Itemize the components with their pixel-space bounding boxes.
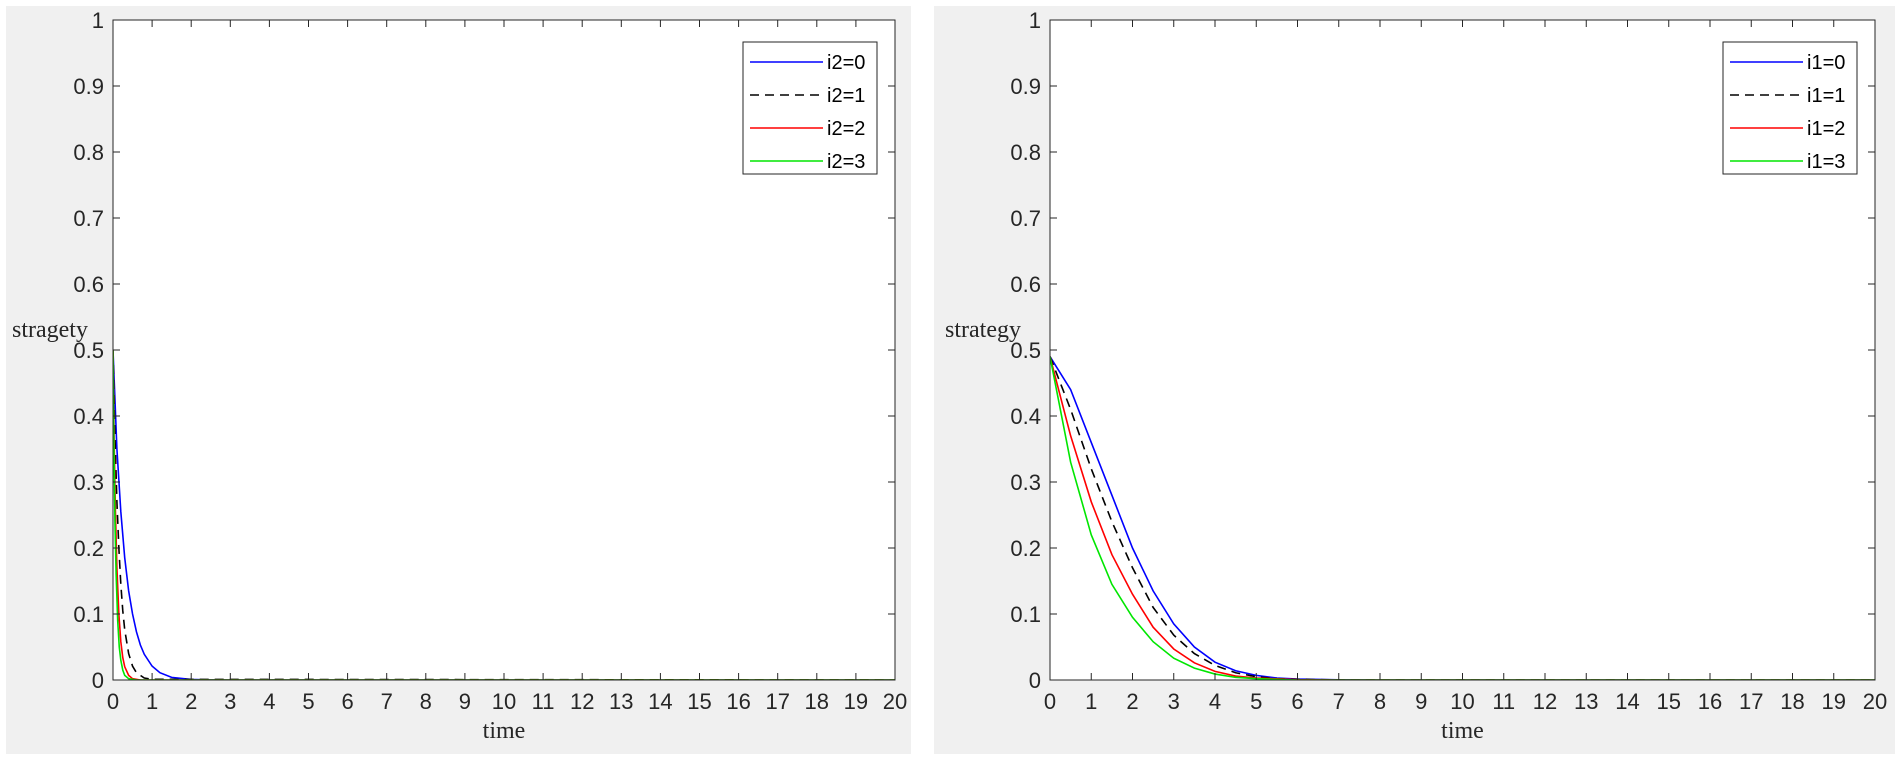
chart-panel-right: 0 1 2 3 4 5 6 7 8 9 10 11 12 13 14 15 16 17 18 19 20 0 0.1 0.2 0… [934,6,1895,754]
y-tick-label: 0.2 [73,536,104,561]
x-tick-label: 10 [1450,689,1474,714]
y-tick-label: 0.7 [73,206,104,231]
y-axis-label: stragety [12,317,88,343]
x-tick-label: 5 [1250,689,1262,714]
x-tick-label: 0 [1044,689,1056,714]
x-tick-label: 4 [1209,689,1221,714]
x-tick-label: 6 [1291,689,1303,714]
x-tick-label: 8 [420,689,432,714]
y-tick-label: 0.3 [73,470,104,495]
x-tick-label: 14 [1615,689,1639,714]
y-tick-label: 1 [92,8,104,33]
y-tick-label: 0 [1029,668,1041,693]
y-tick-label: 0.9 [1010,74,1041,99]
x-tick-label: 13 [1574,689,1598,714]
legend-label: i1=2 [1807,118,1845,140]
y-tick-label: 1 [1029,8,1041,33]
legend-label: i2=1 [827,85,865,107]
y-tick-label: 0.5 [73,338,104,363]
x-tick-label: 4 [263,689,275,714]
x-tick-label: 20 [1863,689,1887,714]
y-tick-label: 0.3 [1010,470,1041,495]
legend-label: i1=0 [1807,52,1845,74]
series-line-i1=1 [1050,356,1875,680]
series-line-i2=3 [113,349,895,680]
y-tick-label: 0.8 [73,140,104,165]
x-tick-label: 18 [805,689,829,714]
x-tick-label: 18 [1780,689,1804,714]
x-tick-label: 9 [1415,689,1427,714]
x-tick-label: 19 [1822,689,1846,714]
x-tick-label: 1 [146,689,158,714]
x-tick-label: 12 [570,689,594,714]
legend-box [1722,41,1858,175]
x-tick-label: 1 [1085,689,1097,714]
y-tick-label: 0 [92,668,104,693]
x-tick-label: 7 [1333,689,1345,714]
x-axis-label: time [483,718,526,744]
x-tick-label: 15 [687,689,711,714]
y-tick-label: 0.2 [1010,536,1041,561]
chart-panel-left: 0 1 2 3 4 5 6 7 8 9 10 11 12 13 14 15 16 17 18 19 20 0 0.1 0.2 0… [6,6,911,754]
y-axis-label: strategy [945,317,1021,343]
y-tick-label: 0.6 [73,272,104,297]
y-tick-label: 0.4 [1010,404,1041,429]
x-tick-label: 20 [883,689,907,714]
y-tick-label: 0.9 [73,74,104,99]
x-tick-label: 3 [224,689,236,714]
chart-left-svg: 0 1 2 3 4 5 6 7 8 9 10 11 12 13 14 15 16 17 18 19 2000.10.20… [12,8,907,744]
y-tick-label: 0.6 [1010,272,1041,297]
x-tick-label: 17 [1739,689,1763,714]
x-tick-label: 3 [1168,689,1180,714]
x-tick-label: 12 [1533,689,1557,714]
legend: i1=0 i1=1 i1=2 i1=3 [1722,41,1858,175]
legend-label: i2=3 [827,151,865,173]
x-tick-label: 10 [492,689,516,714]
y-tick-label: 0.1 [1010,602,1041,627]
x-tick-label: 6 [341,689,353,714]
x-tick-label: 11 [1492,689,1515,714]
x-tick-label: 5 [302,689,314,714]
y-tick-label: 0.5 [1010,338,1041,363]
x-tick-label: 2 [1126,689,1138,714]
series-line-i2=1 [113,349,895,680]
x-tick-label: 11 [532,689,555,714]
y-tick-label: 0.7 [1010,206,1041,231]
legend-label: i1=1 [1807,85,1845,107]
legend-label: i1=3 [1807,151,1845,173]
x-tick-label: 2 [185,689,197,714]
x-axis-label: time [1441,718,1484,744]
y-tick-label: 0.8 [1010,140,1041,165]
x-tick-label: 0 [107,689,119,714]
x-tick-label: 8 [1374,689,1386,714]
x-tick-label: 17 [765,689,789,714]
x-tick-label: 19 [844,689,868,714]
x-tick-label: 7 [381,689,393,714]
x-tick-label: 9 [459,689,471,714]
x-tick-label: 16 [726,689,750,714]
y-tick-label: 0.1 [73,602,104,627]
y-tick-label: 0.4 [73,404,104,429]
x-tick-label: 15 [1657,689,1681,714]
legend-label: i2=2 [827,118,865,140]
legend-label: i2=0 [827,52,865,74]
chart-right-svg: 0 1 2 3 4 5 6 7 8 9 10 11 12 13 14 15 16 17 18 19 2000.10.20… [945,8,1887,744]
legend: i2=0 i2=1 i2=2 i2=3 [742,41,878,175]
x-tick-label: 16 [1698,689,1722,714]
legend-box [742,41,878,175]
x-tick-label: 14 [648,689,672,714]
x-tick-label: 13 [609,689,633,714]
